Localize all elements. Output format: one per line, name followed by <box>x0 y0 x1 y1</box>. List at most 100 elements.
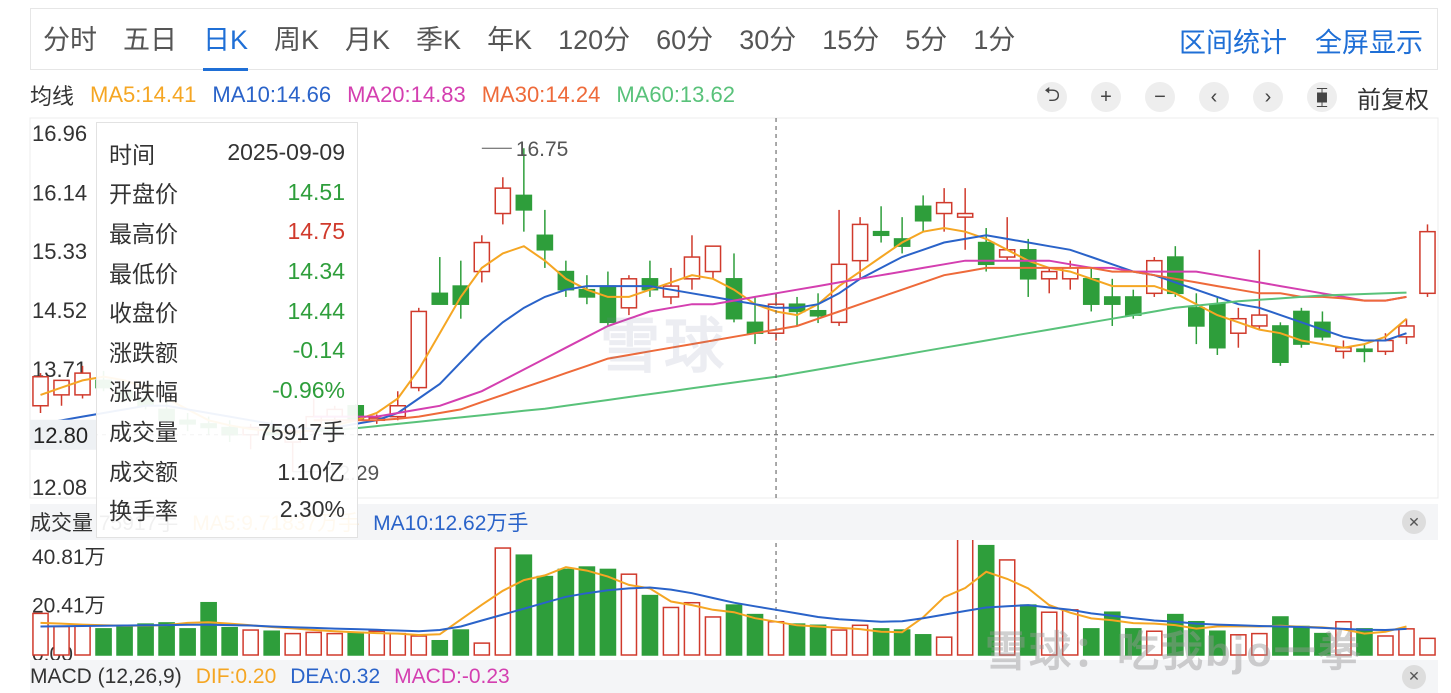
ma-legend: 均线 MA5:14.41 MA10:14.66 MA20:14.83 MA30:14.… <box>30 80 751 110</box>
volume-bar <box>536 575 554 656</box>
undo-icon[interactable]: ⮌ <box>1037 82 1067 112</box>
tab-11[interactable]: 5分 <box>905 25 948 55</box>
volume-bar <box>410 635 428 656</box>
tooltip-key: 最高价 <box>109 220 178 247</box>
zoom-in-icon[interactable]: + <box>1091 82 1121 112</box>
indicator-label: MACD (12,26,9) <box>30 664 182 688</box>
volume-bar <box>137 623 154 656</box>
tab-10[interactable]: 15分 <box>822 25 880 55</box>
candle-body <box>431 292 449 305</box>
tab-4[interactable]: 月K <box>345 25 391 55</box>
tooltip-row: 换手率 2.30% <box>109 489 345 529</box>
candle-body <box>872 230 890 237</box>
candle-body <box>1356 348 1373 353</box>
candle-tooltip: 时间 2025-09-09 开盘价 14.51 最高价 14.75 最低价 14.34 收盘价 1… <box>96 122 358 538</box>
volume-y-tick-label: 20.41万 <box>32 594 106 617</box>
volume-bar <box>683 601 701 656</box>
volume-bar <box>599 568 617 656</box>
chart-toolbar: ⮌ + − ‹ › ⧯ 前复权 <box>1013 80 1429 114</box>
tooltip-row: 收盘价 14.44 <box>109 291 345 331</box>
candle-body <box>32 375 49 407</box>
candle-body <box>1166 256 1184 295</box>
tab-6[interactable]: 年K <box>487 25 533 55</box>
ma-legend-item: MA60:13.62 <box>616 82 735 107</box>
tab-12[interactable]: 1分 <box>973 25 1016 55</box>
tab-7[interactable]: 120分 <box>558 25 631 55</box>
zoom-out-icon[interactable]: − <box>1145 82 1175 112</box>
tab-3[interactable]: 周K <box>274 25 320 55</box>
fullscreen-button[interactable]: 全屏显示 <box>1315 27 1423 58</box>
volume-bar <box>767 620 785 656</box>
tooltip-row: 涨跌额 -0.14 <box>109 331 345 371</box>
tooltip-value: 2.30% <box>279 495 345 522</box>
tooltip-value: 14.51 <box>287 178 345 205</box>
volume-y-tick-label: 40.81万 <box>32 546 106 569</box>
volume-bar <box>578 566 596 656</box>
tooltip-value: 75917手 <box>258 418 345 445</box>
volume-bar <box>788 623 806 656</box>
ma-legend-item: MA10:14.66 <box>212 82 332 107</box>
tooltip-row: 最低价 14.34 <box>109 252 345 292</box>
volume-bar <box>1145 630 1163 656</box>
volume-bar <box>851 624 869 656</box>
candle-body <box>1103 296 1121 305</box>
y-tick-label: 15.33 <box>32 239 87 264</box>
ma-legend-item: MA5:14.41 <box>90 82 197 107</box>
indicator-label: DIF:0.20 <box>195 664 277 688</box>
volume-bar <box>515 554 533 656</box>
footer-watermark: 雪球：吃我bjo一拳 <box>985 628 1362 675</box>
macd-header: MACD (12,26,9) DIF:0.20 DEA:0.32 MACD:-0.23… <box>30 660 1438 693</box>
volume-bar <box>1398 628 1415 656</box>
tooltip-row: 成交额 1.10亿 <box>109 450 345 490</box>
candle-body <box>851 223 869 262</box>
tab-1[interactable]: 五日 <box>123 25 177 55</box>
indicator-label: MACD:-0.23 <box>394 664 510 688</box>
y-tick-label: 16.96 <box>32 121 87 146</box>
tooltip-value: -0.96% <box>272 376 345 403</box>
volume-bar <box>1209 630 1226 656</box>
volume-bar <box>893 629 911 656</box>
volume-bar <box>1377 635 1394 656</box>
tab-2[interactable]: 日K <box>203 9 249 71</box>
candle-body <box>515 194 533 211</box>
volume-bar <box>263 630 280 656</box>
candle-body <box>704 245 722 273</box>
pan-right-icon[interactable]: › <box>1253 82 1283 112</box>
tab-0[interactable]: 分时 <box>43 25 97 55</box>
volume-bar <box>53 625 70 656</box>
tooltip-value: 14.44 <box>287 297 345 324</box>
close-macd-icon[interactable]: ✕ <box>1402 664 1426 689</box>
range-stats-button[interactable]: 区间统计 <box>1179 27 1287 58</box>
period-tabs: 分时 五日 日K 周K 月K 季K 年K 120分 60分 30分 15分 5分 1分 <box>43 9 1041 71</box>
volume-bar <box>32 612 49 656</box>
fuquan-selector[interactable]: 前复权 <box>1357 86 1429 114</box>
volume-bar <box>830 629 848 656</box>
tooltip-row: 最高价 14.75 <box>109 212 345 252</box>
tooltip-row: 涨跌幅 -0.96% <box>109 371 345 411</box>
volume-bar <box>956 534 974 656</box>
candle-body <box>410 310 428 389</box>
volume-bar <box>389 632 407 656</box>
candle-body <box>74 372 91 396</box>
candle-style-icon[interactable]: ⧯ <box>1307 82 1337 112</box>
volume-bar <box>116 624 133 656</box>
tab-9[interactable]: 30分 <box>739 25 797 55</box>
volume-bar <box>242 629 259 656</box>
volume-bar <box>74 624 91 656</box>
tab-8[interactable]: 60分 <box>656 25 714 55</box>
volume-bar <box>200 601 217 656</box>
tooltip-value: 2025-09-09 <box>227 139 345 166</box>
pan-left-icon[interactable]: ‹ <box>1199 82 1229 112</box>
tab-5[interactable]: 季K <box>416 25 462 55</box>
candle-body <box>1082 278 1100 305</box>
tooltip-key: 时间 <box>109 141 155 168</box>
candle-body <box>1398 325 1415 338</box>
close-volume-icon[interactable]: ✕ <box>1402 510 1426 534</box>
volume-bar <box>284 632 302 656</box>
tooltip-key: 换手率 <box>109 498 178 525</box>
period-tab-bar: 分时 五日 日K 周K 月K 季K 年K 120分 60分 30分 15分 5分 1分 区间统计 全屏显示 <box>30 8 1438 71</box>
crosshair-price-box <box>30 419 96 450</box>
volume-bar <box>725 604 743 656</box>
y-tick-label: 14.52 <box>32 298 87 323</box>
tooltip-key: 涨跌幅 <box>109 379 178 406</box>
